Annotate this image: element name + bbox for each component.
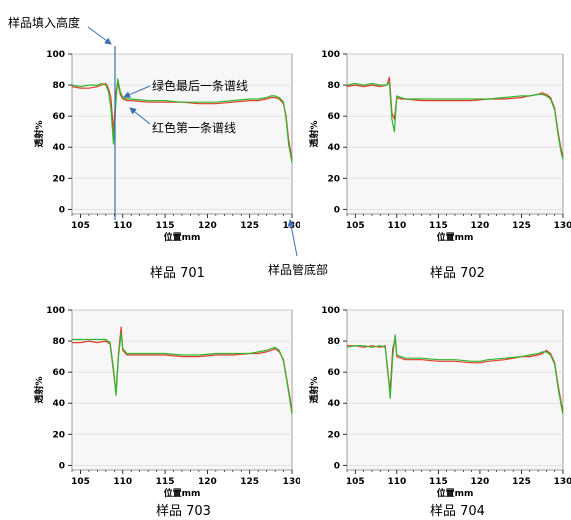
x-tick-label: 130 (554, 477, 571, 487)
y-tick-label: 60 (327, 368, 340, 378)
y-tick-label: 80 (327, 81, 340, 91)
x-tick-label: 115 (156, 221, 175, 231)
y-tick-label: 40 (327, 143, 340, 153)
x-tick-label: 110 (113, 477, 132, 487)
y-tick-label: 20 (327, 174, 340, 184)
y-tick-label: 40 (327, 399, 340, 409)
y-tick-label: 0 (334, 461, 340, 471)
y-axis-label: 透射% (33, 120, 45, 147)
chart-svg-704: 0 20 40 60 80 100 105 110 115 120 125 130 位置mm 透射% (308, 306, 571, 499)
series-line-green (346, 334, 564, 415)
x-axis-label: 位置mm (164, 487, 201, 499)
series-line-red (71, 81, 293, 160)
y-tick-label: 80 (52, 337, 65, 347)
x-tick-label: 115 (429, 477, 448, 487)
x-tick-label: 130 (554, 221, 571, 231)
x-tick-label: 110 (113, 221, 132, 231)
y-tick-label: 40 (52, 399, 65, 409)
annotation-tube-bottom: 样品管底部 (268, 263, 329, 277)
y-tick-label: 60 (52, 112, 65, 122)
x-tick-label: 120 (471, 221, 490, 231)
x-tick-label: 120 (471, 477, 490, 487)
plot-area (346, 53, 564, 215)
y-tick-label: 20 (52, 174, 65, 184)
y-tick-label: 80 (327, 337, 340, 347)
x-tick-label: 115 (429, 221, 448, 231)
plot-area (71, 53, 293, 215)
chart-panel-702: 0 20 40 60 80 100 105 110 115 120 125 130 位置mm 透射% (275, 40, 571, 250)
y-tick-label: 20 (52, 430, 65, 440)
chart-panel-703: 0 20 40 60 80 100 105 110 115 120 125 130 位置mm 透射% (0, 296, 301, 506)
y-tick-label: 60 (52, 368, 65, 378)
y-tick-label: 40 (52, 143, 65, 153)
y-tick-label: 100 (46, 306, 65, 316)
annotation-red-first: 红色第一条谱线 (152, 121, 237, 135)
x-axis-label: 位置mm (437, 231, 474, 243)
x-tick-label: 105 (346, 477, 365, 487)
chart-svg-702: 0 20 40 60 80 100 105 110 115 120 125 130 位置mm 透射% (308, 50, 571, 243)
x-tick-label: 105 (71, 477, 90, 487)
plot-area (346, 309, 564, 471)
chart-svg-703: 0 20 40 60 80 100 105 110 115 120 125 130 位置mm 透射% (33, 306, 301, 499)
y-tick-label: 80 (52, 81, 65, 91)
x-axis-label: 位置mm (437, 487, 474, 499)
series-line-green (346, 81, 564, 160)
y-tick-label: 0 (59, 461, 65, 471)
x-tick-label: 110 (387, 477, 406, 487)
x-tick-label: 105 (71, 221, 90, 231)
series-line-green (71, 78, 293, 163)
y-tick-label: 0 (59, 205, 65, 215)
tube-bottom-arrow (287, 219, 298, 257)
series-line-red (346, 76, 564, 157)
caption-702: 样品 702 (430, 266, 485, 281)
fill-height-arrow (87, 26, 112, 45)
x-tick-label: 120 (198, 477, 217, 487)
red-first-arrow (129, 107, 151, 125)
y-tick-label: 60 (327, 112, 340, 122)
x-tick-label: 125 (240, 477, 259, 487)
x-tick-label: 125 (512, 477, 531, 487)
x-tick-label: 120 (198, 221, 217, 231)
y-tick-label: 0 (334, 205, 340, 215)
caption-704: 样品 704 (430, 504, 485, 519)
series-line-red (72, 326, 293, 412)
annotation-fill-height: 样品填入高度 (8, 16, 81, 30)
y-tick-label: 20 (327, 430, 340, 440)
caption-701: 样品 701 (150, 266, 205, 281)
y-tick-label: 100 (321, 306, 340, 316)
x-tick-label: 130 (283, 477, 300, 487)
x-axis-label: 位置mm (164, 231, 201, 243)
x-tick-label: 115 (156, 477, 175, 487)
caption-703: 样品 703 (156, 504, 211, 519)
x-tick-label: 125 (240, 221, 259, 231)
y-axis-label: 透射% (308, 120, 320, 147)
annotation-green-last: 绿色最后一条谱线 (152, 79, 249, 93)
y-tick-label: 100 (321, 50, 340, 60)
series-line-green (72, 332, 293, 415)
chart-panel-704: 0 20 40 60 80 100 105 110 115 120 125 130 位置mm 透射% (275, 296, 571, 506)
x-tick-label: 105 (346, 221, 365, 231)
y-axis-label: 透射% (33, 376, 45, 403)
y-tick-label: 100 (46, 50, 65, 60)
x-tick-label: 125 (512, 221, 531, 231)
green-last-arrow (123, 85, 151, 98)
plot-area (71, 309, 293, 471)
x-tick-label: 110 (387, 221, 406, 231)
series-line-red (347, 337, 564, 412)
y-axis-label: 透射% (308, 376, 320, 403)
